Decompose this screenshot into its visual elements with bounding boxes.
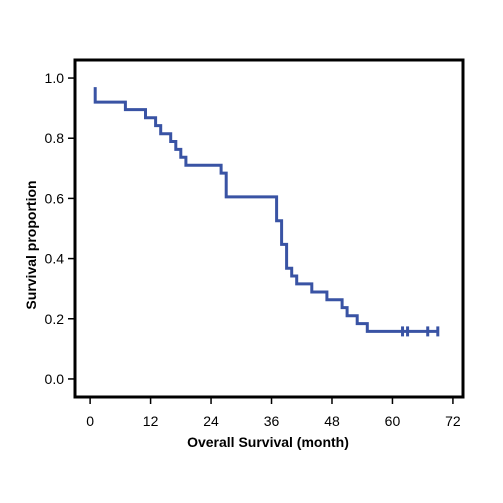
x-tick-label: 72 — [445, 413, 461, 429]
x-axis: 0 12 24 36 48 60 72 — [86, 397, 461, 429]
y-tick-label: 0.6 — [45, 190, 65, 206]
y-tick-label: 0.8 — [45, 130, 65, 146]
x-tick-label: 12 — [143, 413, 159, 429]
x-tick-label: 48 — [324, 413, 340, 429]
x-tick-label: 0 — [86, 413, 94, 429]
y-tick-label: 0.2 — [45, 311, 65, 327]
y-tick-label: 0.0 — [45, 371, 65, 387]
plot-frame — [73, 58, 465, 399]
x-axis-title: Overall Survival (month) — [187, 434, 349, 450]
y-tick-label: 1.0 — [45, 70, 65, 86]
y-axis-title: Survival proportion — [23, 180, 39, 309]
x-tick-label: 24 — [203, 413, 219, 429]
x-tick-label: 60 — [385, 413, 401, 429]
y-axis: 0.0 0.2 0.4 0.6 0.8 1.0 — [45, 70, 75, 387]
survival-curve-line — [93, 87, 438, 333]
censor-marks — [401, 326, 440, 337]
x-tick-label: 36 — [264, 413, 280, 429]
y-tick-label: 0.4 — [45, 251, 65, 267]
